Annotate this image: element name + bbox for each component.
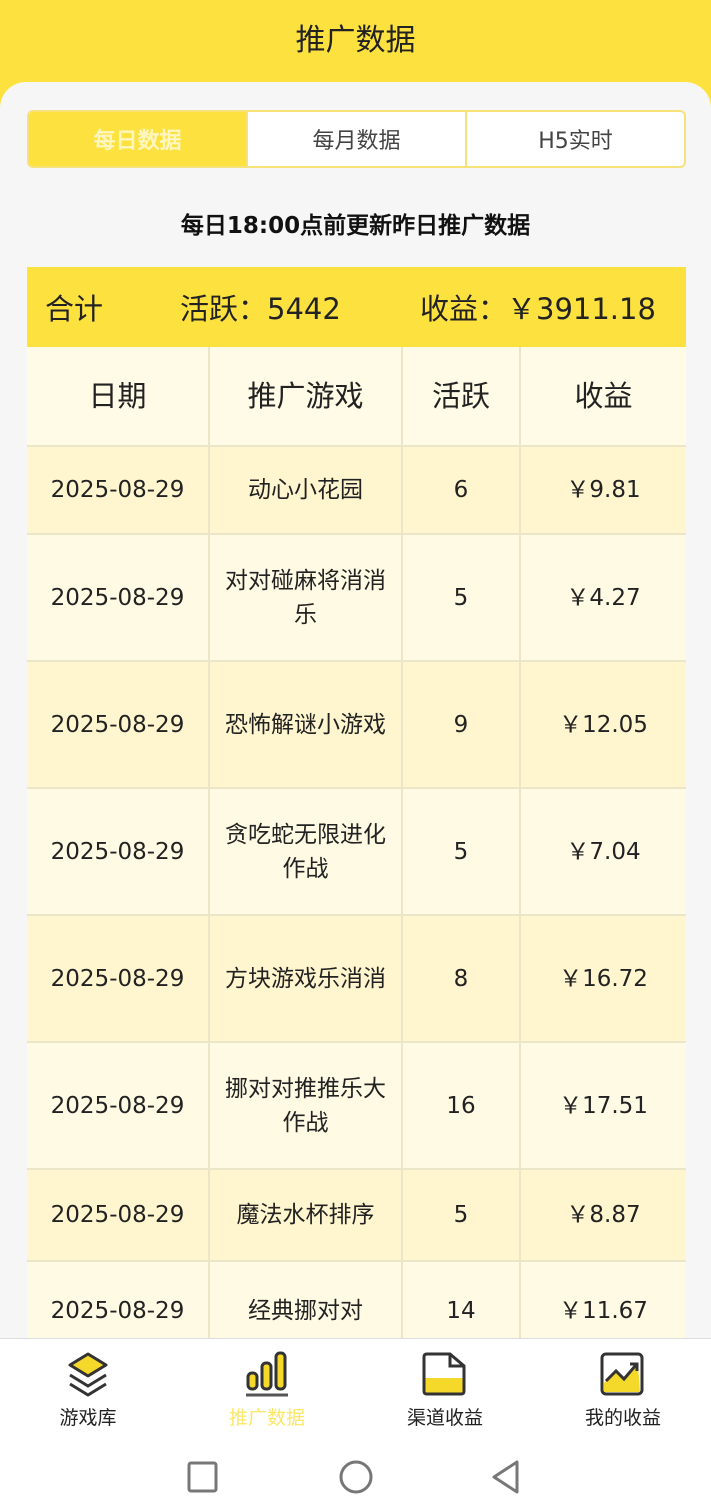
tab-monthly[interactable]: 每月数据 — [246, 112, 465, 166]
summary-row: 合计 活跃：5442 收益：￥3911.18 — [27, 267, 686, 347]
income-cell: ￥4.27 — [566, 584, 641, 611]
active-cell: 6 — [403, 447, 521, 533]
home-button[interactable] — [339, 1460, 373, 1494]
income-cell: ￥9.81 — [566, 477, 641, 503]
date-cell: 2025-08-29 — [27, 1170, 210, 1260]
table-row: 2025-08-29 魔法水杯排序 5 ￥8.87 — [27, 1170, 686, 1262]
income-cell: ￥12.05 — [559, 711, 648, 738]
income-cell: ￥11.67 — [559, 1298, 648, 1324]
col-game: 推广游戏 — [210, 347, 403, 445]
back-button[interactable] — [492, 1460, 519, 1494]
date-cell: 2025-08-29 — [27, 1043, 210, 1168]
col-active: 活跃 — [403, 347, 521, 445]
game-cell: 恐怖解谜小游戏 — [210, 662, 403, 787]
game-cell: 贪吃蛇无限进化作战 — [210, 789, 403, 914]
game-cell: 经典挪对对 — [210, 1262, 403, 1338]
layers-icon — [68, 1352, 108, 1397]
summary-label: 合计 — [45, 292, 104, 326]
table-row: 2025-08-29 贪吃蛇无限进化作战 5 ￥7.04 — [27, 789, 686, 916]
active-cell: 5 — [403, 789, 521, 914]
nav-promo-data[interactable]: 推广数据 — [197, 1351, 337, 1430]
tab-daily[interactable]: 每日数据 — [29, 112, 246, 166]
table-row: 2025-08-29 挪对对推推乐大作战 16 ￥17.51 — [27, 1043, 686, 1170]
income-cell: ￥7.04 — [566, 838, 641, 865]
nav-game-library[interactable]: 游戏库 — [18, 1351, 158, 1430]
income-cell: ￥16.72 — [559, 965, 648, 992]
trend-chart-icon — [600, 1352, 644, 1396]
update-notice: 每日18:00点前更新昨日推广数据 — [180, 213, 531, 239]
data-table: 合计 活跃：5442 收益：￥3911.18 日期 推广游戏 活跃 收益 202… — [27, 267, 686, 1338]
game-cell: 魔法水杯排序 — [210, 1170, 403, 1260]
game-cell: 动心小花园 — [210, 447, 403, 533]
table-row: 2025-08-29 经典挪对对 14 ￥11.67 — [27, 1262, 686, 1338]
active-cell: 16 — [403, 1043, 521, 1168]
active-cell: 5 — [403, 1170, 521, 1260]
table-row: 2025-08-29 动心小花园 6 ￥9.81 — [27, 447, 686, 535]
content-card: 每日数据 每月数据 H5实时 每日18:00点前更新昨日推广数据 合计 活跃：5… — [0, 82, 711, 1338]
date-cell: 2025-08-29 — [27, 662, 210, 787]
table-row: 2025-08-29 方块游戏乐消消 8 ￥16.72 — [27, 916, 686, 1043]
tab-h5-realtime[interactable]: H5实时 — [465, 112, 684, 166]
income-cell: ￥17.51 — [559, 1092, 648, 1119]
game-cell: 对对碰麻将消消乐 — [210, 535, 403, 660]
nav-my-income[interactable]: 我的收益 — [553, 1351, 693, 1430]
active-cell: 8 — [403, 916, 521, 1041]
page-title: 推广数据 — [295, 23, 416, 58]
summary-income: 收益：￥3911.18 — [420, 292, 656, 326]
col-date: 日期 — [27, 347, 210, 445]
table-row: 2025-08-29 恐怖解谜小游戏 9 ￥12.05 — [27, 662, 686, 789]
active-cell: 9 — [403, 662, 521, 787]
recents-button[interactable] — [187, 1461, 218, 1493]
folder-icon — [422, 1352, 466, 1396]
bottom-nav: 游戏库 推广数据 渠道收益 我的收益 — [0, 1338, 711, 1511]
table-row: 2025-08-29 对对碰麻将消消乐 5 ￥4.27 — [27, 535, 686, 662]
system-nav-bar — [187, 1460, 519, 1494]
date-cell: 2025-08-29 — [27, 789, 210, 914]
table-header: 日期 推广游戏 活跃 收益 — [27, 347, 686, 447]
bar-chart-icon — [246, 1351, 288, 1397]
summary-active: 活跃：5442 — [180, 292, 341, 326]
tab-bar: 每日数据 每月数据 H5实时 — [27, 110, 686, 168]
date-cell: 2025-08-29 — [27, 1262, 210, 1338]
col-income: 收益 — [574, 379, 633, 413]
active-cell: 5 — [403, 535, 521, 660]
date-cell: 2025-08-29 — [27, 447, 210, 533]
active-cell: 14 — [403, 1262, 521, 1338]
game-cell: 挪对对推推乐大作战 — [210, 1043, 403, 1168]
income-cell: ￥8.87 — [566, 1202, 641, 1228]
date-cell: 2025-08-29 — [27, 535, 210, 660]
nav-channel-income[interactable]: 渠道收益 — [375, 1351, 515, 1430]
game-cell: 方块游戏乐消消 — [210, 916, 403, 1041]
date-cell: 2025-08-29 — [27, 916, 210, 1041]
